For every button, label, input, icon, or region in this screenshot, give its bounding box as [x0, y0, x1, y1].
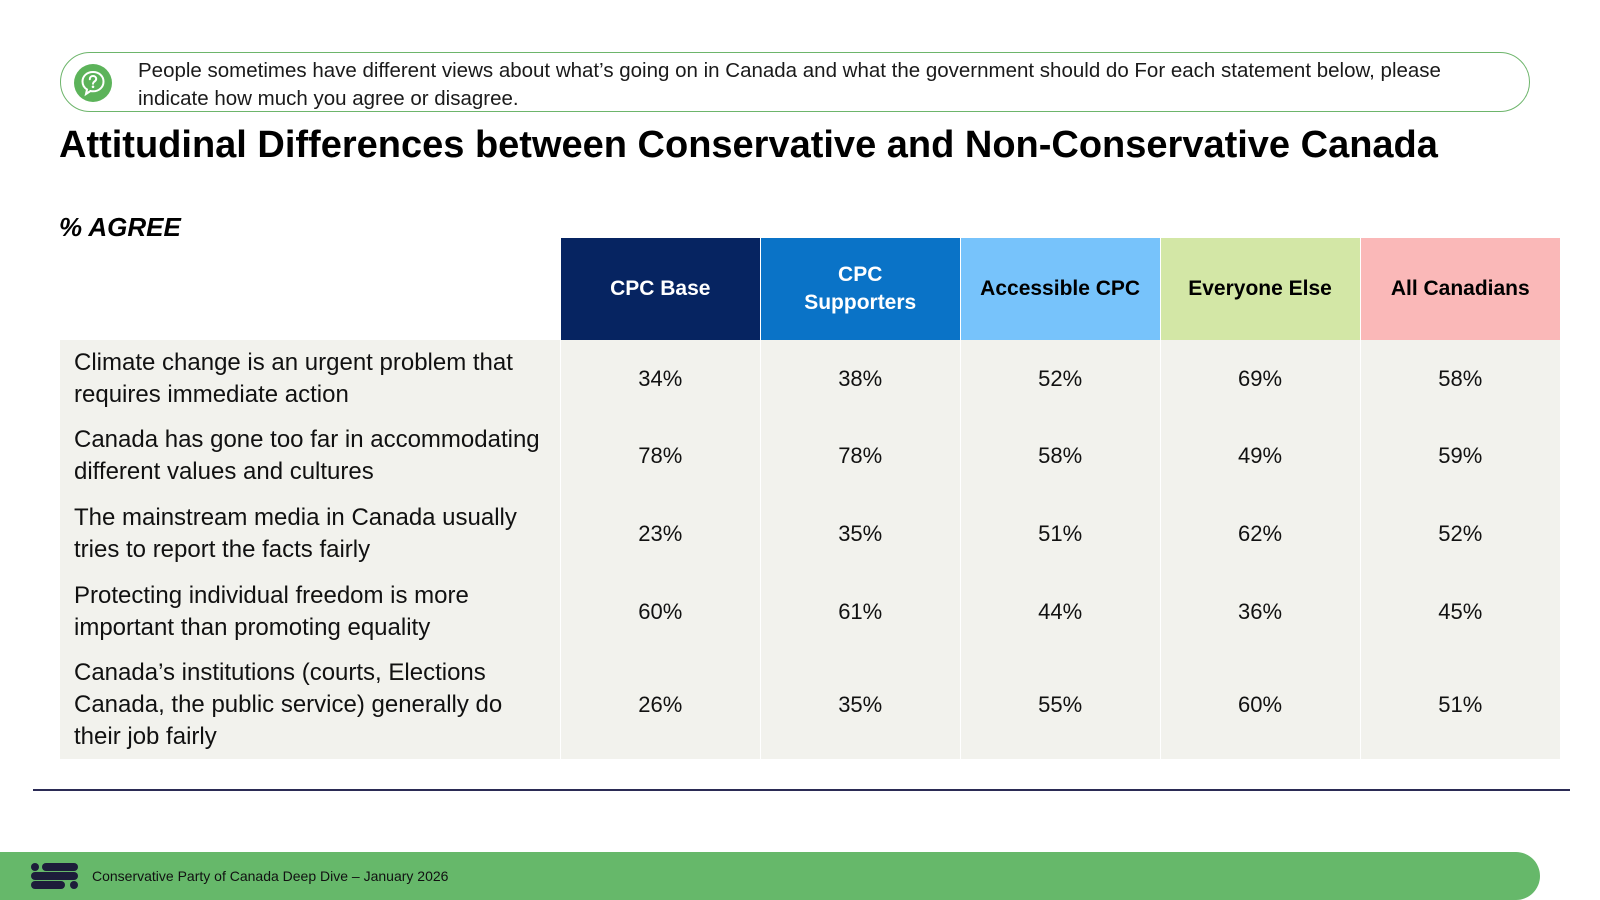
data-cell: 45%	[1359, 573, 1560, 651]
question-icon	[74, 64, 112, 102]
data-cell: 61%	[759, 573, 961, 651]
table-header-row: CPC Base CPC Supporters Accessible CPC Ev…	[60, 238, 1560, 340]
data-cell: 78%	[759, 417, 961, 495]
data-cell: 49%	[1159, 417, 1361, 495]
data-cell: 60%	[1159, 651, 1361, 759]
data-cell: 62%	[1159, 495, 1361, 573]
footer-text: Conservative Party of Canada Deep Dive –…	[92, 868, 449, 884]
chart-subtitle: % AGREE	[59, 212, 181, 242]
chart-title: Attitudinal Differences between Conserva…	[59, 124, 1438, 166]
statement-label: Climate change is an urgent problem that…	[60, 340, 561, 417]
table-row: Canada’s institutions (courts, Elections…	[60, 651, 1560, 759]
table-row: Climate change is an urgent problem that…	[60, 340, 1560, 417]
data-cell: 34%	[559, 340, 761, 417]
data-cell: 44%	[959, 573, 1161, 651]
data-cell: 36%	[1159, 573, 1361, 651]
agreement-table: CPC Base CPC Supporters Accessible CPC Ev…	[60, 238, 1560, 759]
question-text: People sometimes have different views ab…	[138, 59, 1441, 110]
data-cell: 38%	[759, 340, 961, 417]
table-row: Protecting individual freedom is more im…	[60, 573, 1560, 651]
statement-label: The mainstream media in Canada usually t…	[60, 495, 561, 573]
column-header: All Canadians	[1359, 238, 1560, 340]
table-row: The mainstream media in Canada usually t…	[60, 495, 1560, 573]
data-cell: 35%	[759, 651, 961, 759]
data-cell: 55%	[959, 651, 1161, 759]
divider	[33, 789, 1570, 791]
column-header: CPC Supporters	[759, 238, 961, 340]
data-cell: 23%	[559, 495, 761, 573]
statement-label: Canada’s institutions (courts, Elections…	[60, 651, 561, 759]
data-cell: 58%	[959, 417, 1161, 495]
data-cell: 59%	[1359, 417, 1560, 495]
data-cell: 69%	[1159, 340, 1361, 417]
data-cell: 35%	[759, 495, 961, 573]
table-corner	[60, 238, 561, 340]
statement-label: Protecting individual freedom is more im…	[60, 573, 561, 651]
data-cell: 52%	[1359, 495, 1560, 573]
column-header: CPC Base	[559, 238, 761, 340]
data-cell: 60%	[559, 573, 761, 651]
data-cell: 58%	[1359, 340, 1560, 417]
data-cell: 78%	[559, 417, 761, 495]
column-header: Accessible CPC	[959, 238, 1161, 340]
data-cell: 51%	[1359, 651, 1560, 759]
table-row: Canada has gone too far in accommodating…	[60, 417, 1560, 495]
question-icon-glyph	[81, 70, 105, 97]
data-cell: 52%	[959, 340, 1161, 417]
brand-logo-icon	[31, 863, 78, 889]
statement-label: Canada has gone too far in accommodating…	[60, 417, 561, 495]
data-cell: 51%	[959, 495, 1161, 573]
column-header: Everyone Else	[1159, 238, 1361, 340]
question-box: People sometimes have different views ab…	[60, 52, 1530, 112]
footer-bar: Conservative Party of Canada Deep Dive –…	[0, 852, 1540, 900]
data-cell: 26%	[559, 651, 761, 759]
